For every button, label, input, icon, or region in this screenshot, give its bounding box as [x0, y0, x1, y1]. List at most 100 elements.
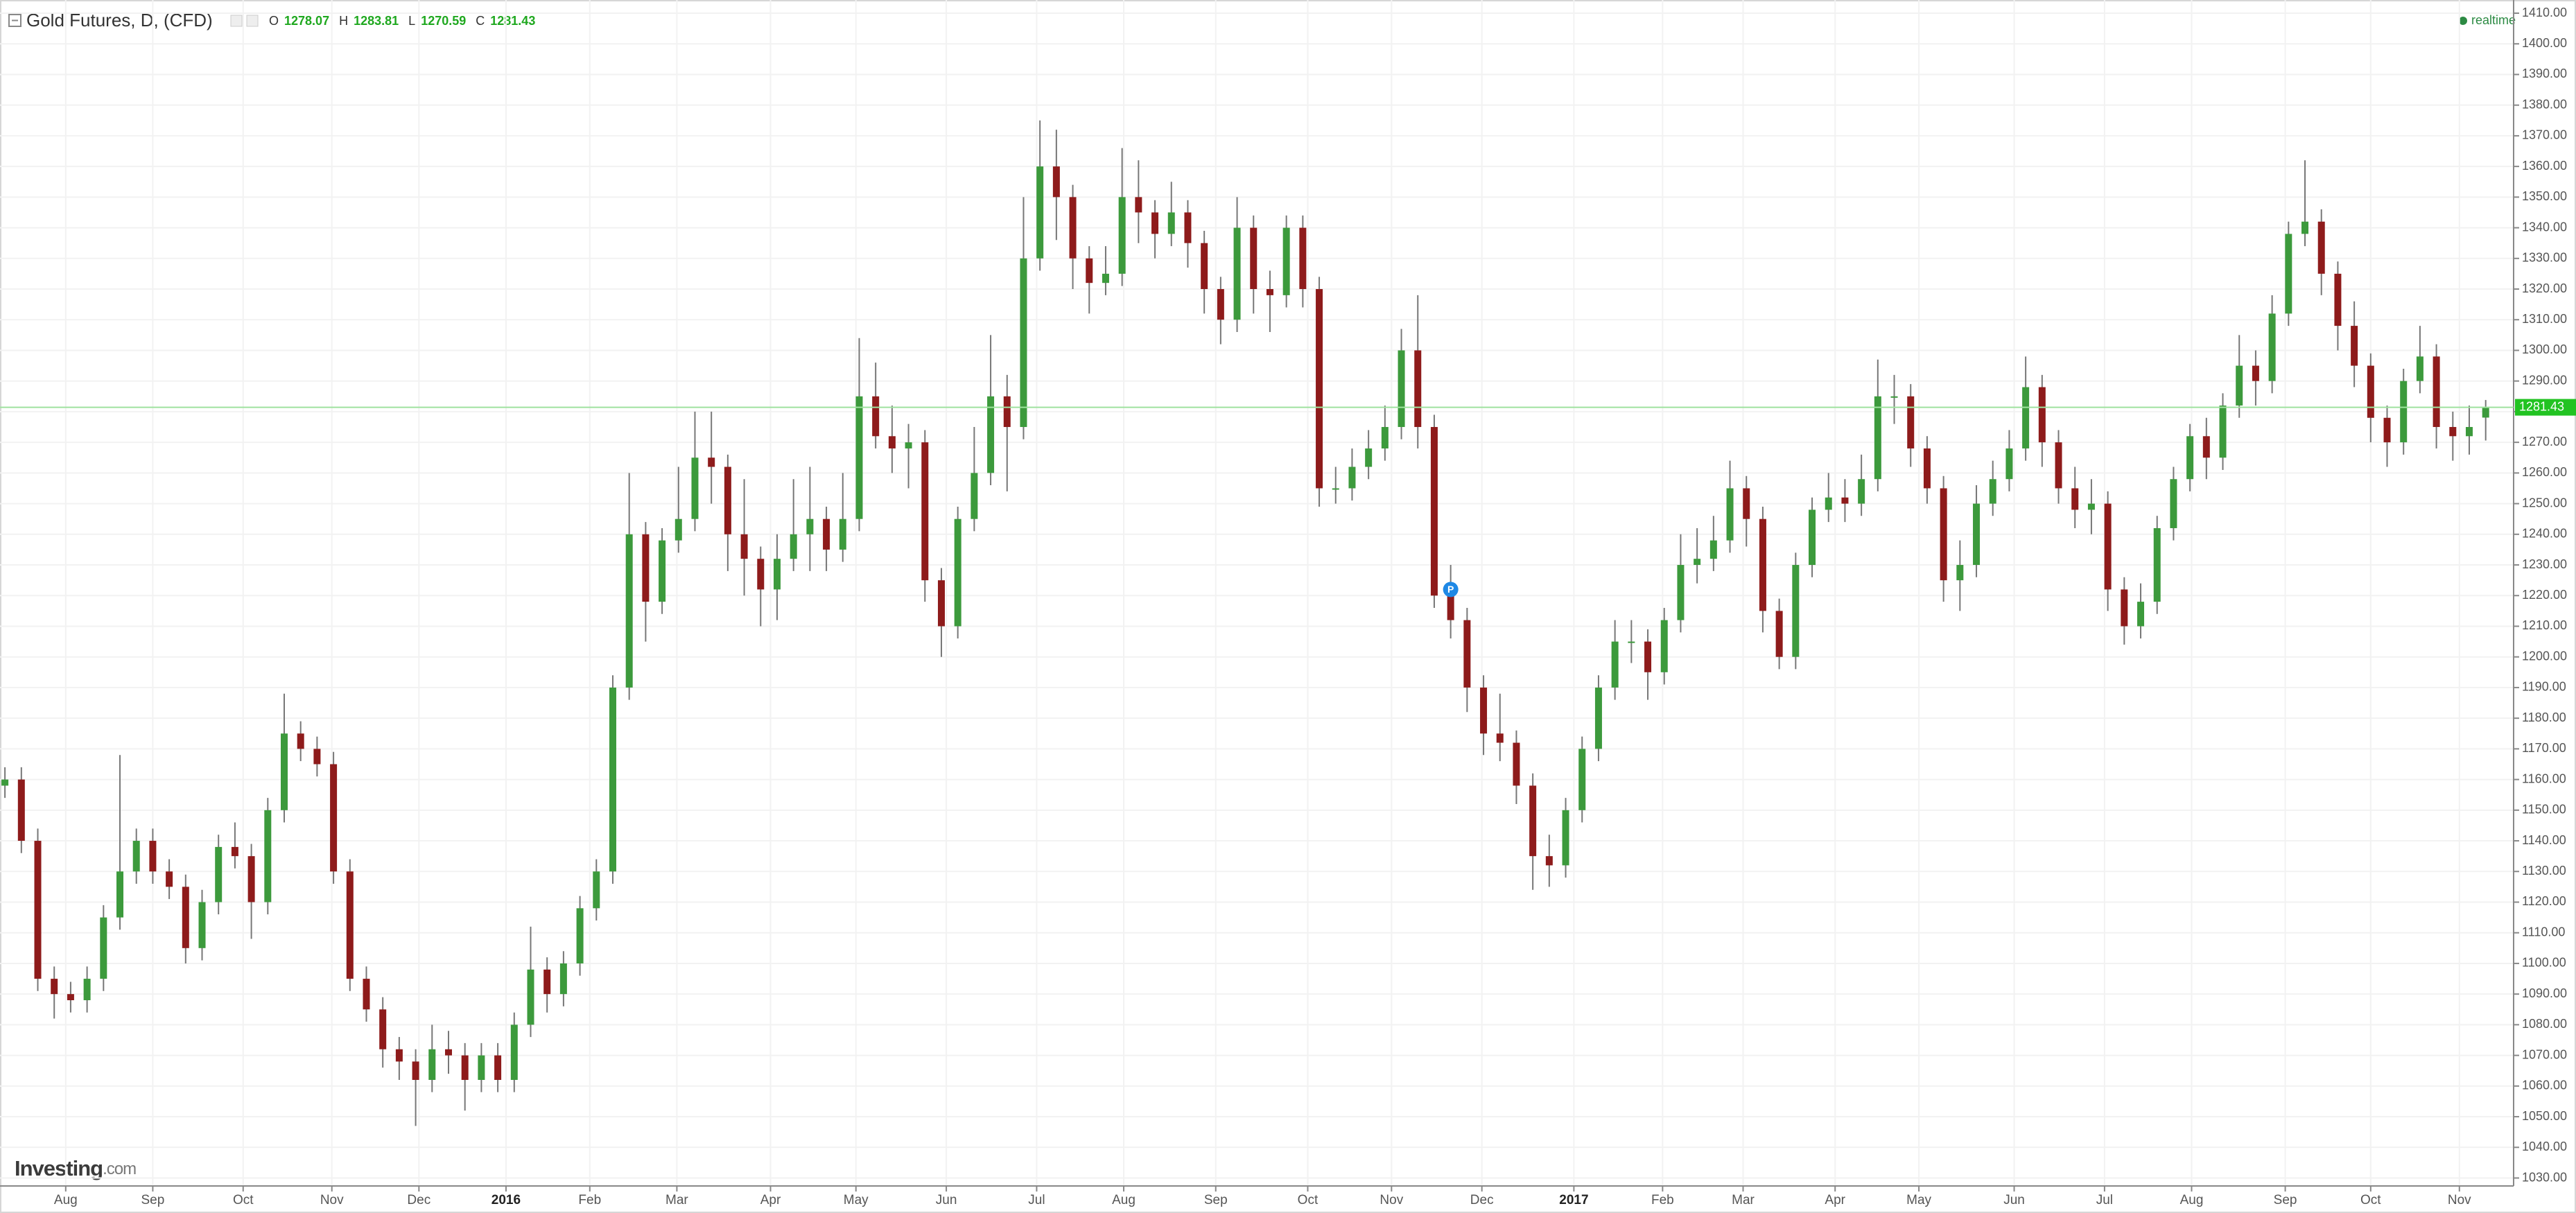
x-tick-label: Aug [2180, 1193, 2204, 1207]
candle-body [2317, 221, 2325, 274]
candle-body [1069, 197, 1077, 259]
candle-body [231, 846, 238, 857]
candle-body [297, 733, 304, 749]
candle-body [1513, 742, 1520, 786]
y-tick-label: 1400.00 [2522, 36, 2567, 50]
candle-body [790, 534, 797, 559]
candle-body [461, 1055, 469, 1080]
candle-body [1644, 641, 1652, 672]
x-tick-label: Oct [2360, 1193, 2381, 1207]
candle-body [1940, 488, 1947, 581]
candle-body [2038, 387, 2046, 443]
candle-body [1578, 749, 1586, 810]
candle-body [1086, 258, 1093, 283]
candle-body [839, 518, 846, 550]
candle-body [1890, 396, 1898, 398]
candle-body [1282, 227, 1290, 295]
brand-name: Investing [15, 1156, 103, 1180]
candle-body [2334, 273, 2342, 326]
candle-body [198, 902, 206, 948]
candle-body [2104, 503, 2112, 590]
candle-body [1151, 212, 1159, 234]
ohlc-value: 1278.07 [284, 14, 329, 28]
ohlc-key: C [476, 14, 485, 28]
candle-body [2351, 326, 2358, 366]
candle-body [1562, 810, 1569, 866]
candle-body [280, 733, 288, 810]
x-tick-label: 2017 [1559, 1193, 1588, 1207]
candle-body [2400, 381, 2408, 443]
candle-body [1858, 479, 1865, 504]
candle-body [1809, 509, 1816, 566]
y-tick-label: 1130.00 [2522, 864, 2566, 878]
y-tick-label: 1070.00 [2522, 1047, 2567, 1061]
candle-body [1266, 289, 1273, 295]
candle-body [593, 871, 600, 909]
candle-body [149, 841, 157, 872]
candle-body [2022, 387, 2030, 448]
y-tick-label: 1190.00 [2522, 680, 2566, 694]
candle-body [1332, 488, 1339, 490]
x-tick-label: Feb [578, 1193, 601, 1207]
candle-body [888, 436, 896, 448]
candle-body [51, 979, 58, 995]
candle-body [1, 779, 9, 786]
candle-body [1447, 595, 1454, 620]
candle-body [1167, 212, 1175, 234]
candle-body [1874, 396, 1881, 480]
x-tick-label: Apr [760, 1193, 781, 1207]
collapse-button[interactable] [8, 14, 21, 27]
candle-body [1709, 540, 1717, 559]
candle-body [921, 442, 929, 581]
candle-body [2416, 356, 2423, 381]
candle-body [543, 969, 551, 995]
status-dot [2459, 17, 2467, 25]
y-tick-label: 1330.00 [2522, 251, 2567, 265]
candle-body [1841, 497, 1849, 504]
candle-body [2285, 234, 2292, 314]
candle-body [1020, 258, 1027, 428]
candle-body [1594, 687, 1602, 749]
x-tick-label: Oct [1298, 1193, 1319, 1207]
y-tick-label: 1180.00 [2522, 710, 2566, 724]
candle-body [1299, 227, 1307, 290]
brand-suffix: .com [103, 1160, 136, 1178]
x-tick-label: Aug [1112, 1193, 1135, 1207]
close-button[interactable] [246, 15, 259, 27]
candle-body [346, 871, 354, 979]
candle-body [855, 396, 863, 519]
candle-body [1463, 620, 1471, 688]
candle-body [708, 457, 715, 467]
y-tick-label: 1170.00 [2522, 741, 2566, 755]
candle-body [1003, 396, 1011, 428]
ohlc-value: 1283.81 [354, 14, 399, 28]
candle-body [2367, 365, 2374, 418]
ohlc-key: O [269, 14, 279, 28]
y-tick-label: 1310.00 [2522, 312, 2567, 326]
candle-body [642, 534, 650, 602]
candle-body [625, 534, 633, 688]
candle-body [1956, 565, 1964, 581]
candle-body [2449, 427, 2457, 437]
y-tick-label: 1260.00 [2522, 465, 2567, 479]
candle-body [691, 457, 699, 519]
candle-body [1677, 565, 1685, 620]
candle-body [116, 871, 124, 918]
candle-body [1907, 396, 1915, 448]
candle-body [1414, 350, 1422, 428]
x-tick-label: May [844, 1193, 869, 1207]
x-tick-label: Feb [1651, 1193, 1674, 1207]
candle-body [1792, 565, 1800, 657]
y-tick-label: 1390.00 [2522, 67, 2567, 80]
candle-body [740, 534, 748, 559]
x-tick-label: Jul [1028, 1193, 1045, 1207]
x-tick-label: Sep [2274, 1193, 2297, 1207]
settings-button[interactable] [230, 15, 243, 27]
candle-body [527, 969, 534, 1025]
candle-body [1250, 227, 1257, 290]
candle-body [2219, 405, 2227, 458]
candle-body [2186, 436, 2194, 480]
candle-body [773, 559, 781, 590]
